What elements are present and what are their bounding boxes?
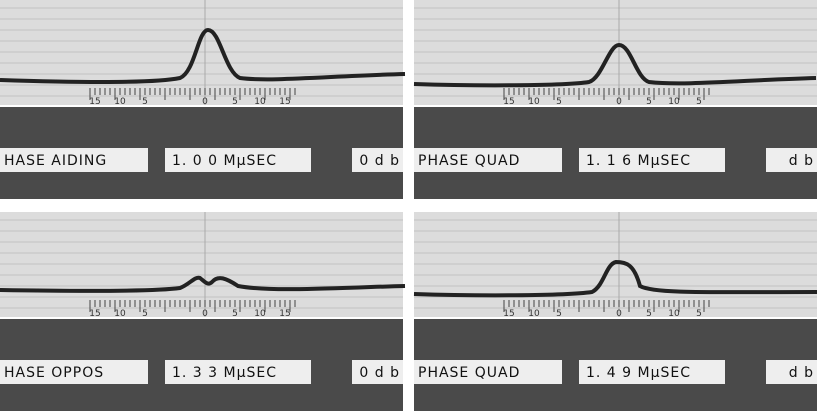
scale-label: 5 [696, 97, 702, 107]
scale-label: 15 [503, 309, 514, 319]
scale-label: 5 [556, 97, 562, 107]
delay-box [579, 148, 725, 172]
level-box [766, 148, 817, 172]
delay-box [165, 148, 311, 172]
scale-label: 10 [254, 309, 266, 319]
mode-box [0, 360, 148, 384]
trace [0, 275, 406, 293]
trace [0, 27, 406, 84]
scale-label: 10 [114, 309, 126, 319]
mode-label: HASE AIDING [4, 153, 107, 169]
scale-label: 10 [668, 97, 680, 107]
scale-label: 5 [646, 309, 652, 319]
scale-label: 15 [89, 309, 100, 319]
scale-label: 15 [89, 97, 100, 107]
scale-label: 5 [142, 97, 148, 107]
scale-label: 5 [232, 309, 238, 319]
panel: 15 10 5 0 5 10 5 PHASE QUAD 1. 1 6 MμSEC d b [413, 0, 817, 199]
scale-label: 5 [646, 97, 652, 107]
scale-label: 15 [279, 97, 290, 107]
scale-label: 5 [696, 309, 702, 319]
mode-box [414, 360, 562, 384]
mode-label: PHASE QUAD [418, 365, 520, 381]
delay-label: 1. 1 6 MμSEC [586, 153, 691, 169]
delay-label: 1. 3 3 MμSEC [172, 365, 277, 381]
scale-label: 10 [254, 97, 266, 107]
scale-label: 0 [616, 309, 622, 319]
mode-label: PHASE QUAD [418, 153, 520, 169]
scale-label: 5 [232, 97, 238, 107]
level-box [352, 360, 403, 384]
trace [413, 42, 817, 88]
scale-label: 10 [668, 309, 680, 319]
scale-label: 5 [556, 309, 562, 319]
panel: 15 10 5 0 5 10 15 HASE OPPOS 1. 3 3 MμSEC 0 d b [0, 212, 406, 411]
scale-label: 15 [279, 309, 290, 319]
delay-label: 1. 4 9 MμSEC [586, 365, 691, 381]
level-box [766, 360, 817, 384]
panel: 15 10 5 0 5 10 15 HASE AIDING 1. 0 0 MμSEC 0 d b [0, 0, 406, 199]
scale-label: 10 [528, 309, 540, 319]
scale-label: 10 [528, 97, 540, 107]
mode-box [414, 148, 562, 172]
scale-label: 15 [503, 97, 514, 107]
level-label: 0 d b [359, 365, 400, 381]
delay-box [165, 360, 311, 384]
scale-label: 0 [202, 97, 208, 107]
scale-label: 5 [142, 309, 148, 319]
trace [413, 259, 817, 298]
mode-label: HASE OPPOS [4, 365, 104, 381]
delay-label: 1. 0 0 MμSEC [172, 153, 277, 169]
scale-label: 0 [616, 97, 622, 107]
mode-box [0, 148, 148, 172]
panel: 15 10 5 0 5 10 5 PHASE QUAD 1. 4 9 MμSEC d b [413, 212, 817, 411]
level-label: 0 d b [359, 153, 400, 169]
level-label: d b [789, 153, 814, 169]
delay-box [579, 360, 725, 384]
level-box [352, 148, 403, 172]
scale-label: 10 [114, 97, 126, 107]
level-label: d b [789, 365, 814, 381]
scale-label: 0 [202, 309, 208, 319]
